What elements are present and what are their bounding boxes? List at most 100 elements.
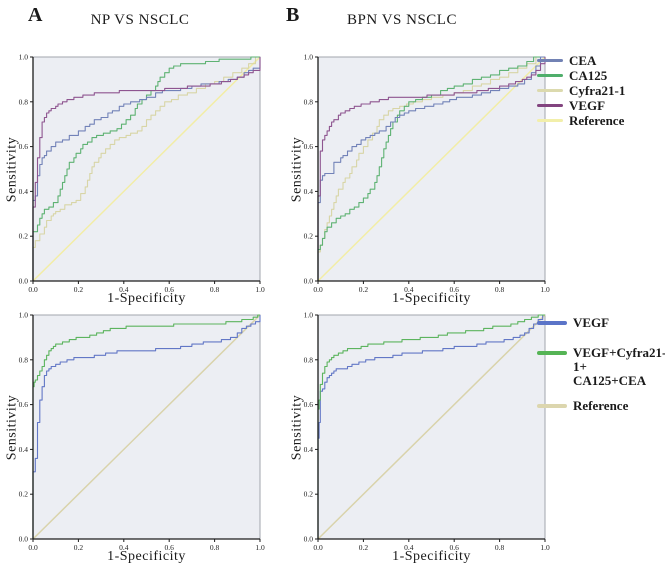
y-tick-label: 0.4	[19, 187, 29, 196]
x-tick-label: 0.8	[210, 543, 220, 552]
y-axis-label: Sensitivity	[4, 136, 20, 203]
y-tick-label: 0.2	[304, 232, 314, 241]
legend-label-combined-line2: CA125+CEA	[573, 373, 647, 388]
roc-curve-vegf	[317, 57, 546, 281]
legend-label-ca125: CA125	[569, 68, 608, 83]
roc-curve-reference	[317, 56, 546, 282]
y-tick-label: 0.2	[19, 490, 29, 499]
legend-swatch-reference	[537, 119, 563, 122]
x-tick-label: 0.8	[495, 543, 505, 552]
roc-plot-a-bottom: 0.00.0 0.2 0.2 0.4 0.4 0.6 0.6 0.8 0.8 1.0 1.0	[19, 311, 265, 553]
x-tick-label: 0.0	[28, 543, 38, 552]
roc-curve-cea	[32, 57, 261, 281]
y-tick-label: 1.0	[19, 311, 29, 320]
roc-curve-reference	[32, 314, 261, 540]
y-tick-label: 0.0	[304, 535, 314, 544]
legend-item-vegf-bottom: VEGF	[537, 315, 665, 330]
x-tick-label: 0.0	[28, 285, 38, 294]
x-axis-label: 1-Specificity	[392, 291, 471, 306]
legend-item-vegf: VEGF	[537, 98, 625, 113]
roc-curve-cyfra21-1	[32, 56, 260, 281]
x-tick-label: 0.2	[74, 285, 84, 294]
roc-curve-reference	[32, 56, 261, 282]
legend-item-ca125: CA125	[537, 68, 625, 83]
legend-label-reference-bottom: Reference	[573, 398, 629, 413]
roc-curve-ca125	[32, 56, 260, 281]
y-tick-label: 0.4	[19, 445, 29, 454]
roc-curve-ca125	[317, 56, 545, 281]
panel-b-title: BPN VS NSCLC	[347, 12, 457, 28]
panel-a-title: NP VS NSCLC	[90, 12, 190, 28]
roc-plot-a-top: 0.00.0 0.2 0.2 0.4 0.4 0.6 0.6 0.8 0.8 1.0 1.0	[19, 53, 265, 295]
legend-swatch-ca125	[537, 74, 563, 77]
legend-top: CEA CA125 Cyfra21-1 VEGF Reference	[537, 53, 625, 128]
y-tick-label: 0.4	[304, 187, 314, 196]
roc-panel-a-bottom: 0.0 0.0 0.2 0.2 0.4 0.4 0.6 0.6 0.8 0.8 1.0 1.0 Sen…	[0, 298, 300, 566]
y-tick-label: 0.8	[304, 355, 314, 364]
y-tick-label: 1.0	[304, 53, 314, 62]
legend-label-combined: VEGF+Cyfra21-1+ CA125+CEA	[573, 346, 665, 388]
y-tick-label: 1.0	[19, 53, 29, 62]
x-tick-label: 1.0	[540, 543, 550, 552]
x-tick-label: 1.0	[255, 285, 265, 294]
panel-letter-b: B	[286, 4, 300, 26]
x-axis-label: 1-Specificity	[107, 291, 186, 306]
y-tick-label: 0.0	[19, 535, 29, 544]
legend-item-reference-bottom: Reference	[537, 398, 665, 413]
legend-label-vegf: VEGF	[569, 98, 606, 113]
x-tick-label: 0.4	[119, 543, 129, 552]
y-axis-label: Sensitivity	[289, 394, 305, 461]
y-axis-label: Sensitivity	[289, 136, 305, 203]
legend-swatch-cyfra21-1	[537, 89, 563, 92]
x-tick-label: 0.6	[165, 543, 175, 552]
roc-curve-vegf-cyfra21-1-ca125-cea	[317, 314, 545, 539]
legend-label-reference: Reference	[569, 113, 625, 128]
x-tick-label: 0.0	[313, 285, 323, 294]
x-axis-label: 1-Specificity	[392, 549, 471, 564]
roc-curve-vegf	[32, 315, 261, 539]
x-tick-label: 1.0	[540, 285, 550, 294]
y-tick-label: 0.6	[19, 142, 29, 151]
x-tick-label: 0.4	[404, 285, 414, 294]
roc-panel-b-top: 0.0 0.0 0.2 0.2 0.4 0.4 0.6 0.6 0.8 0.8 1.0 1.0 Sen…	[285, 40, 585, 308]
legend-label-cea: CEA	[569, 53, 597, 68]
x-axis-label: 1-Specificity	[107, 549, 186, 564]
x-tick-label: 0.0	[313, 543, 323, 552]
roc-plot-b-bottom: 0.00.0 0.2 0.2 0.4 0.4 0.6 0.6 0.8 0.8 1.0 1.0	[304, 311, 550, 553]
x-tick-label: 0.6	[450, 543, 460, 552]
panel-letter-a: A	[28, 4, 43, 26]
y-tick-label: 0.0	[19, 277, 29, 286]
roc-plot-b-top: 0.00.0 0.2 0.2 0.4 0.4 0.6 0.6 0.8 0.8 1.0 1.0	[304, 53, 550, 295]
legend-label-cyfra21-1: Cyfra21-1	[569, 83, 626, 98]
legend-item-combined: VEGF+Cyfra21-1+ CA125+CEA	[537, 346, 665, 388]
y-tick-label: 1.0	[304, 311, 314, 320]
x-tick-label: 0.6	[165, 285, 175, 294]
y-axis-label: Sensitivity	[4, 394, 20, 461]
y-tick-label: 0.0	[304, 277, 314, 286]
y-tick-label: 0.6	[304, 142, 314, 151]
x-tick-label: 0.8	[210, 285, 220, 294]
x-tick-label: 0.6	[450, 285, 460, 294]
roc-curve-vegf	[317, 314, 545, 539]
legend-swatch-combined	[537, 351, 567, 355]
legend-swatch-vegf	[537, 104, 563, 107]
legend-item-cea: CEA	[537, 53, 625, 68]
y-tick-label: 0.2	[19, 232, 29, 241]
y-tick-label: 0.8	[304, 97, 314, 106]
y-tick-label: 0.2	[304, 490, 314, 499]
roc-curve-vegf-cyfra21-1-ca125-cea	[32, 314, 260, 539]
y-tick-label: 0.6	[19, 400, 29, 409]
y-tick-label: 0.8	[19, 97, 29, 106]
legend-swatch-cea	[537, 59, 563, 62]
legend-item-reference: Reference	[537, 113, 625, 128]
x-tick-label: 0.2	[359, 543, 369, 552]
legend-swatch-reference-bottom	[537, 403, 567, 408]
roc-curve-reference	[317, 314, 546, 540]
legend-swatch-vegf-bottom	[537, 320, 567, 325]
x-tick-label: 1.0	[255, 543, 265, 552]
y-tick-label: 0.8	[19, 355, 29, 364]
roc-panel-a-top: 0.0 0.0 0.2 0.2 0.4 0.4 0.6 0.6 0.8 0.8 1.0 1.0 Sen…	[0, 40, 300, 308]
x-tick-label: 0.2	[74, 543, 84, 552]
roc-curve-cyfra21-1	[317, 56, 545, 281]
